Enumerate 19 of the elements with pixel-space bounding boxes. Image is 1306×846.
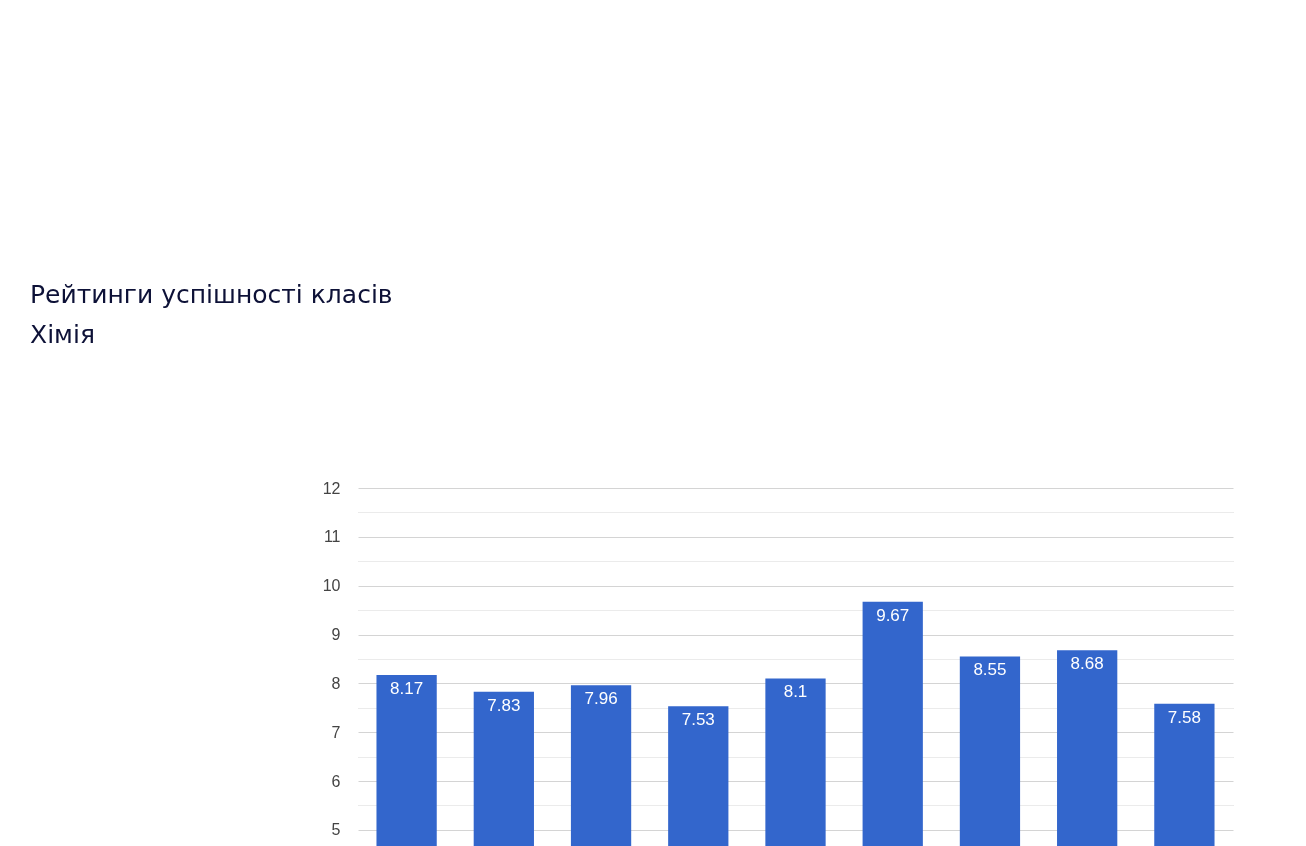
- y-tick-label: 9: [331, 626, 341, 644]
- data-label: 8.68: [1070, 654, 1104, 674]
- y-tick-label: 6: [331, 772, 341, 790]
- data-label: 7.53: [681, 710, 715, 730]
- y-tick-label: 12: [322, 479, 341, 497]
- data-label: 7.96: [584, 689, 618, 709]
- y-tick-label: 5: [331, 821, 341, 839]
- data-label: 7.83: [487, 695, 521, 715]
- y-tick-label: 7: [331, 723, 341, 741]
- data-label: 8.1: [783, 682, 808, 702]
- data-label: 7.58: [1167, 707, 1201, 727]
- y-tick-label: 10: [322, 577, 341, 595]
- data-label: 9.67: [876, 605, 910, 625]
- chart-title: Рейтинги успішності класів: [30, 280, 393, 309]
- text: Хімія: [30, 320, 95, 349]
- data-label: 8.17: [390, 679, 424, 699]
- y-tick-label: 8: [331, 674, 341, 692]
- data-label: 8.55: [973, 660, 1007, 680]
- y-tick-label: 11: [323, 528, 341, 546]
